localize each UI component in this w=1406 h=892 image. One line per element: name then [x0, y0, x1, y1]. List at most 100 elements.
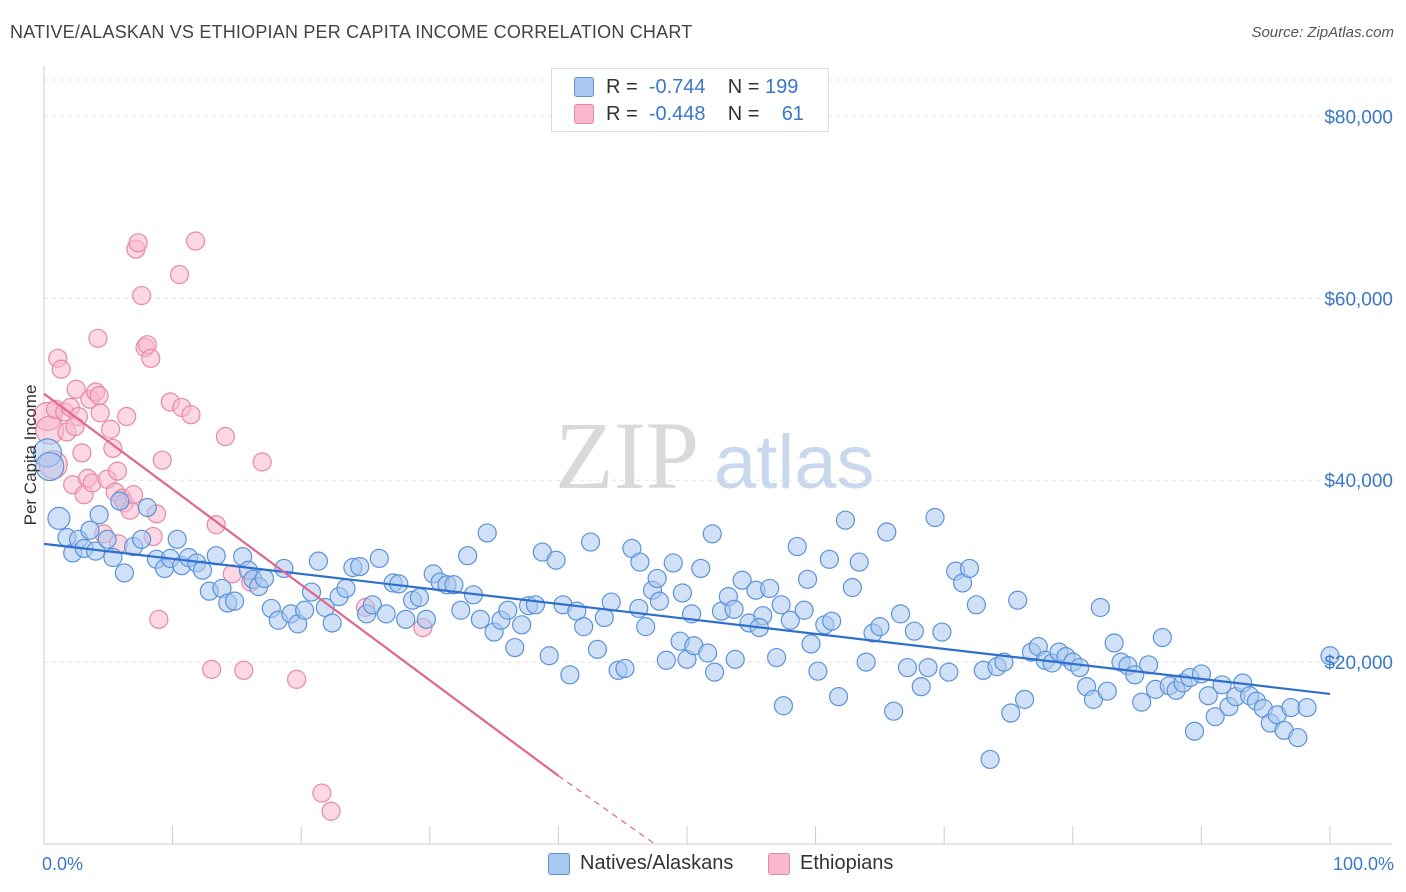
- series-swatch-blue: [548, 852, 570, 875]
- ethiopian-point: [287, 669, 307, 689]
- natives-points: [32, 438, 1340, 770]
- native-point: [1198, 686, 1218, 706]
- native-point: [1320, 646, 1340, 666]
- native-point: [505, 637, 525, 658]
- native-point: [822, 611, 842, 631]
- native-point: [350, 556, 370, 577]
- native-point: [1205, 707, 1225, 727]
- y-axis-label: Per Capita Income: [21, 385, 40, 526]
- native-point: [780, 610, 800, 630]
- source-credit: Source: ZipAtlas.com: [1251, 24, 1394, 41]
- native-point: [80, 520, 100, 540]
- native-point: [835, 510, 856, 530]
- native-point: [760, 578, 780, 599]
- native-point: [1014, 689, 1035, 709]
- native-point: [724, 599, 744, 619]
- ethiopian-point: [252, 452, 272, 472]
- native-point: [808, 661, 828, 681]
- series-swatch-pink: [768, 852, 790, 875]
- native-point: [362, 595, 382, 615]
- native-point: [308, 551, 329, 571]
- native-point: [167, 529, 187, 549]
- legend-n-label: N =: [727, 75, 760, 98]
- x-tick-label-max: 100.0%: [1333, 854, 1394, 874]
- native-point: [416, 609, 436, 629]
- native-point: [794, 600, 814, 620]
- native-point: [771, 595, 791, 615]
- native-point: [1281, 697, 1301, 718]
- native-point: [470, 609, 490, 629]
- ethiopian-point: [185, 231, 206, 251]
- ethiopian-point: [141, 348, 161, 368]
- native-point: [691, 558, 711, 579]
- ethiopian-point: [51, 359, 71, 379]
- native-point: [458, 546, 478, 566]
- native-point: [959, 558, 980, 579]
- native-point: [89, 505, 109, 525]
- native-point: [131, 529, 152, 549]
- chart-title: NATIVE/ALASKAN VS ETHIOPIAN PER CAPITA I…: [10, 22, 693, 42]
- native-point: [137, 497, 157, 518]
- native-point: [369, 548, 389, 569]
- legend-n-label: N =: [727, 102, 760, 125]
- native-point: [114, 563, 134, 583]
- ethiopian-point: [152, 450, 172, 470]
- ethiopian-point: [66, 379, 86, 399]
- native-point: [444, 575, 464, 595]
- native-point: [47, 506, 71, 530]
- native-point: [918, 657, 938, 678]
- native-point: [1008, 590, 1028, 610]
- y-tick-label-3: $80,000: [1324, 107, 1393, 128]
- native-point: [819, 549, 839, 569]
- native-point: [587, 639, 608, 659]
- native-point: [966, 595, 986, 615]
- native-point: [546, 550, 566, 570]
- native-point: [698, 643, 718, 663]
- native-point: [890, 604, 911, 624]
- native-point: [647, 568, 667, 589]
- legend-n-value: 199: [765, 75, 799, 98]
- ethiopian-point: [103, 438, 123, 458]
- native-point: [1090, 597, 1110, 618]
- legend-swatch-blue: [574, 77, 594, 97]
- native-point: [649, 591, 670, 611]
- native-point: [656, 650, 676, 670]
- watermark-atlas: atlas: [714, 420, 875, 505]
- native-point: [396, 609, 416, 629]
- native-point: [849, 552, 869, 572]
- native-point: [409, 587, 430, 608]
- ethiopian-point: [90, 403, 110, 423]
- native-point: [1097, 681, 1117, 701]
- native-point: [877, 522, 897, 542]
- native-point: [97, 529, 117, 549]
- native-point: [994, 652, 1014, 672]
- native-point: [663, 553, 683, 573]
- native-point: [451, 600, 471, 620]
- ethiopian-point: [149, 609, 169, 629]
- native-point: [702, 524, 722, 544]
- legend-row-natives: R = -0.744 N = 199: [574, 74, 798, 100]
- legend-row-ethiopians: R = -0.448 N = 61: [574, 101, 804, 127]
- native-point: [870, 617, 890, 637]
- native-point: [904, 621, 924, 641]
- ethiopian-point: [181, 405, 201, 425]
- native-point: [336, 578, 356, 599]
- native-point: [110, 491, 130, 511]
- native-point: [725, 649, 745, 669]
- ethiopian-point: [215, 426, 236, 447]
- native-point: [773, 696, 794, 716]
- legend-r-value: -0.448: [648, 102, 706, 125]
- native-point: [1297, 697, 1317, 718]
- native-point: [1070, 657, 1090, 678]
- native-point: [225, 591, 245, 611]
- ethiopians-trend-line: [43, 392, 560, 777]
- watermark: ZIP atlas: [555, 402, 875, 509]
- native-point: [884, 701, 904, 721]
- legend-r-value: -0.744: [648, 75, 706, 98]
- native-point: [787, 536, 807, 557]
- native-point: [842, 577, 862, 598]
- native-point: [932, 622, 952, 642]
- series-legend-ethiopians: Ethiopians: [768, 852, 893, 875]
- y-tick-label-1: $40,000: [1324, 471, 1393, 492]
